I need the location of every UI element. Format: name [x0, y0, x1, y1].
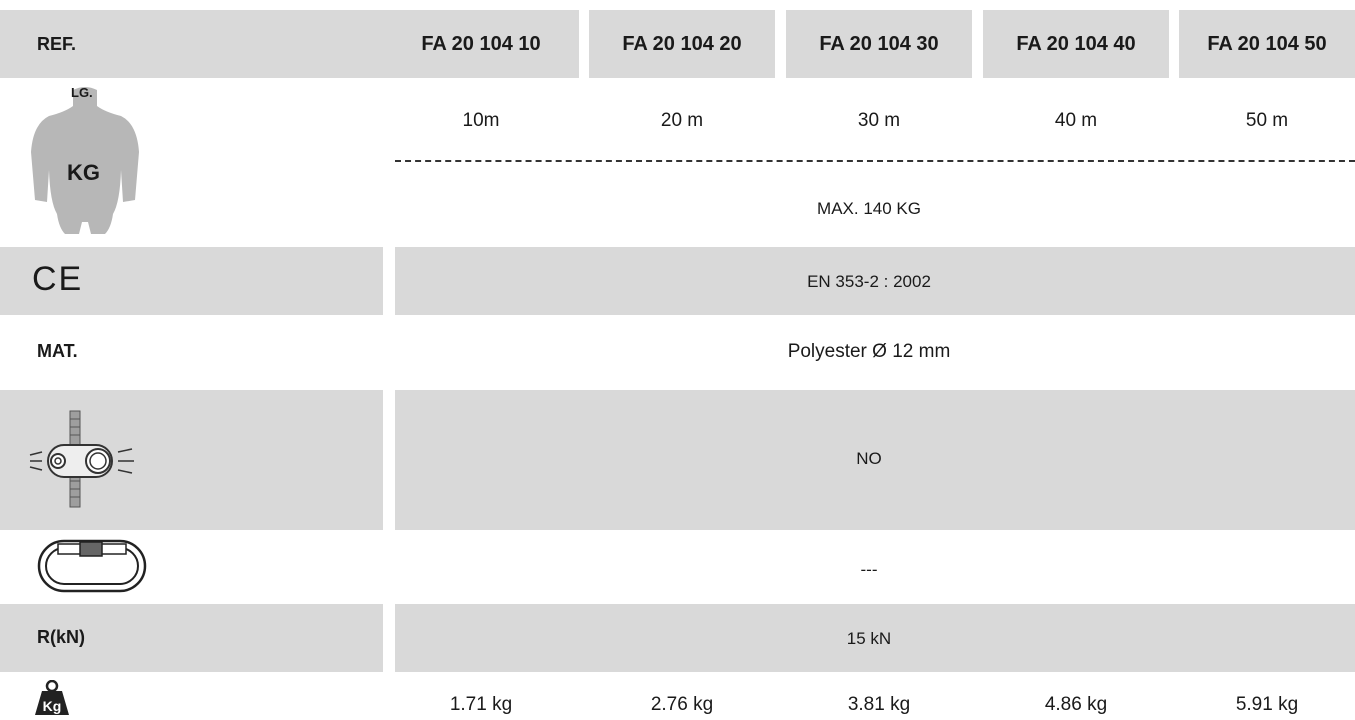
weight-icon-label: KG [67, 160, 100, 185]
ce-mark-icon: CE [32, 260, 84, 298]
ref-label: REF. [37, 34, 77, 54]
length-value: 10m [462, 110, 500, 131]
weight-icon: Kg [35, 680, 69, 715]
ce-band-label [0, 247, 383, 315]
dashed-divider [395, 160, 1355, 162]
header-band-ref-5 [1179, 10, 1355, 78]
strength-value: 15 kN [846, 629, 892, 648]
ref-code: FA 20 104 40 [1016, 33, 1136, 55]
weight-value: 2.76 kg [650, 694, 714, 715]
adjuster-value: NO [856, 449, 882, 468]
adjuster-band-value [395, 390, 1355, 530]
length-value: 40 m [1054, 110, 1098, 131]
strength-band-label [0, 604, 383, 672]
strength-label: R(kN) [37, 627, 85, 647]
length-value: 50 m [1245, 110, 1289, 131]
ref-code: FA 20 104 50 [1207, 33, 1327, 55]
header-band-ref-1 [383, 10, 579, 78]
ref-code: FA 20 104 10 [421, 33, 541, 55]
max-load: MAX. 140 KG [817, 199, 921, 218]
weight-value: 5.91 kg [1235, 694, 1299, 715]
ref-code: FA 20 104 20 [622, 33, 742, 55]
ref-code: FA 20 104 30 [819, 33, 939, 55]
header-band-ref-2 [589, 10, 775, 78]
weight-value: 4.86 kg [1044, 694, 1108, 715]
length-value: 20 m [660, 110, 704, 131]
strength-band-value [395, 604, 1355, 672]
rope-adjuster-icon [29, 410, 134, 508]
header-band-ref-3 [786, 10, 972, 78]
svg-text:Kg: Kg [43, 698, 62, 714]
length-value: 30 m [857, 110, 901, 131]
material-value: Polyester Ø 12 mm [787, 341, 951, 362]
body-mannequin-icon [31, 87, 139, 234]
mat-label: MAT. [37, 341, 78, 361]
connector-value: --- [860, 560, 878, 579]
norm-value: EN 353-2 : 2002 [807, 272, 931, 291]
length-icon-label: LG. [71, 85, 93, 100]
weight-value: 1.71 kg [449, 694, 513, 715]
header-band-label [0, 10, 383, 78]
weight-value: 3.81 kg [847, 694, 911, 715]
ce-band-value [395, 247, 1355, 315]
carabiner-icon [37, 539, 147, 593]
header-band-ref-4 [983, 10, 1169, 78]
